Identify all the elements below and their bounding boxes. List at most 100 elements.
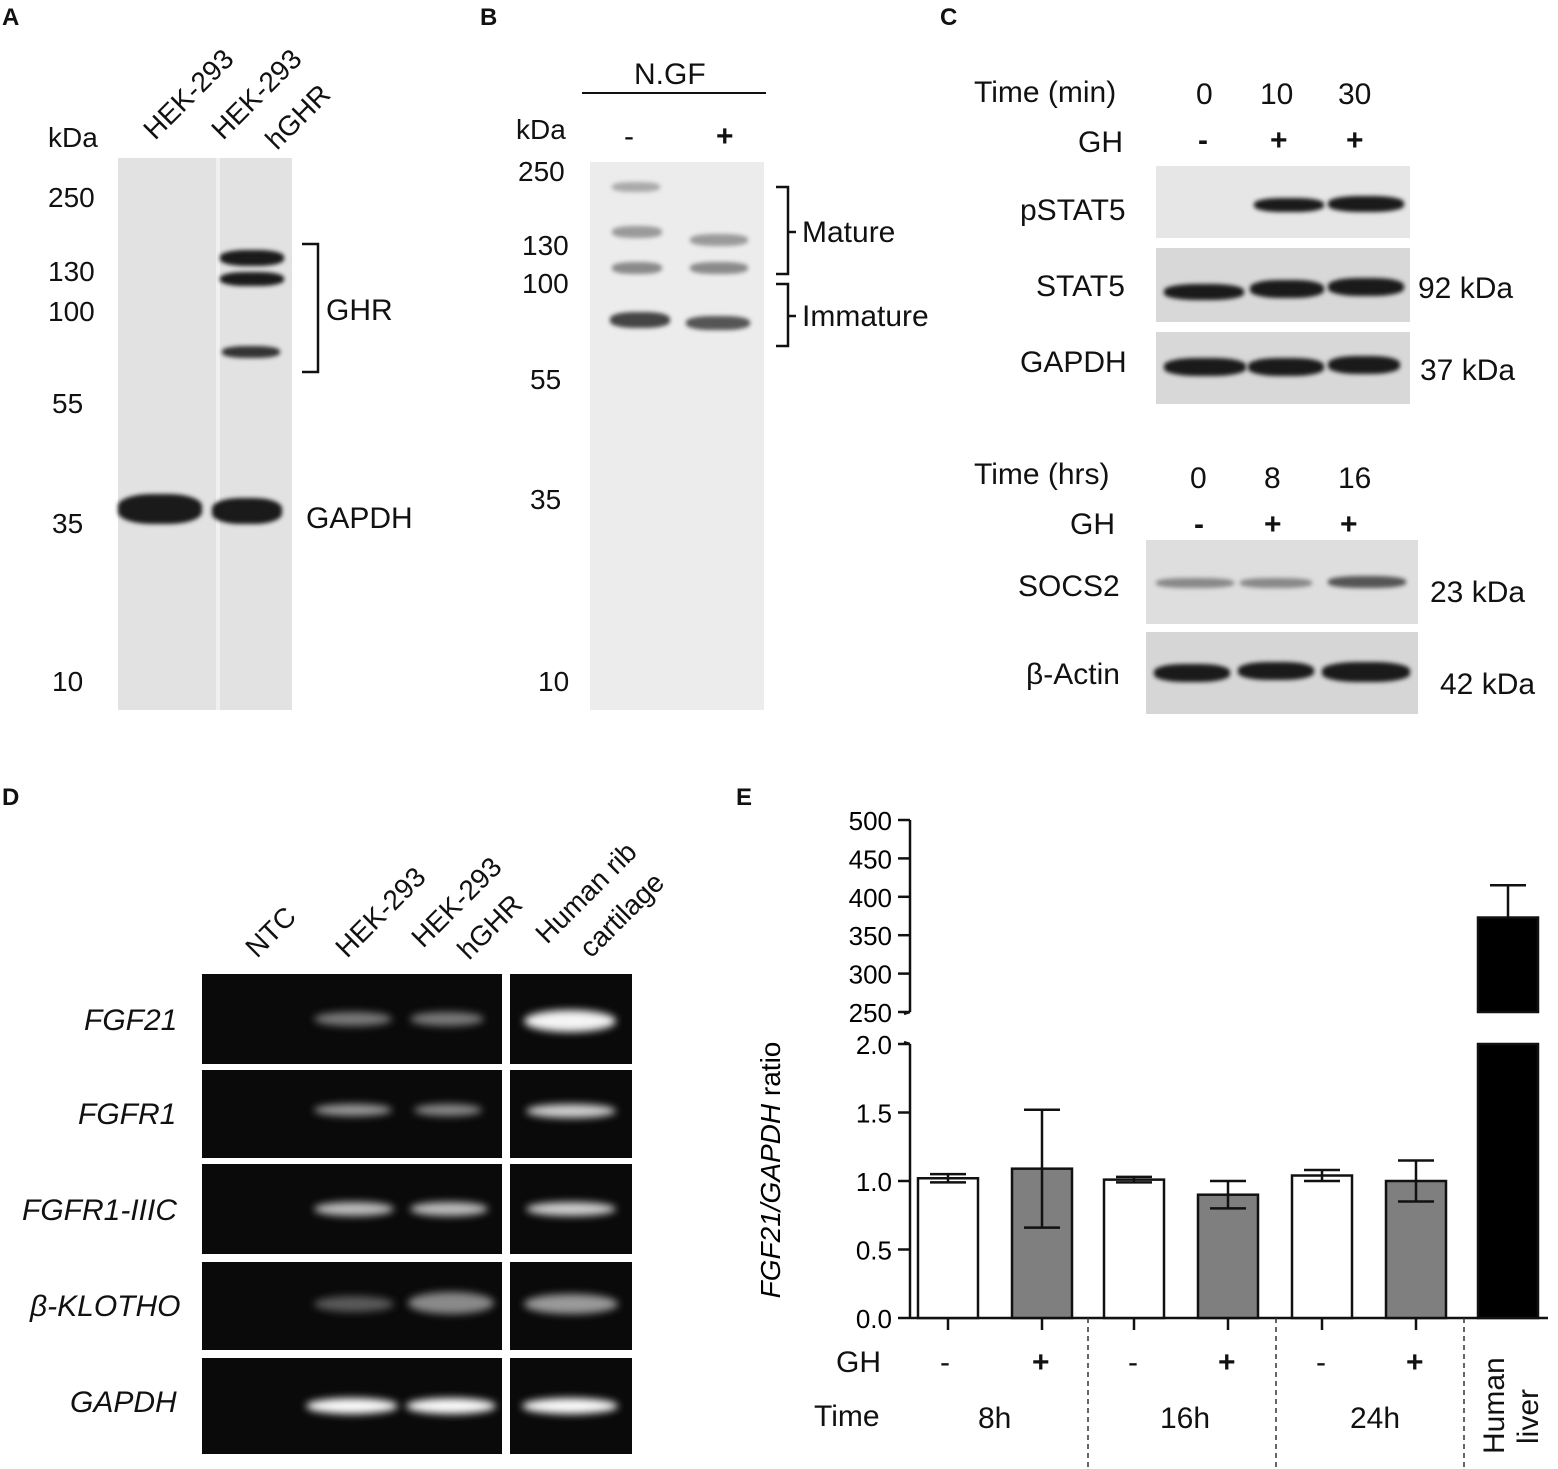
bar [1196,1193,1260,1320]
panel-label-d: D [2,784,20,811]
gel-fgfr1-left [202,1070,502,1158]
ghr-bracket [302,242,320,374]
gh-sign: + [1218,1346,1236,1379]
lane-sign: + [716,120,734,153]
y-axis-title-italic: FGF21/GAPDH [755,1103,786,1298]
bar [1102,1178,1166,1320]
panel-label-b: B [480,4,498,31]
gapdh-label: GAPDH [306,502,413,535]
time-value: 10 [1260,78,1294,111]
gel-fgfr1-iiic-left [202,1164,502,1254]
marker-label: 100 [522,268,569,299]
gh-sign: - [1128,1346,1138,1379]
blot-beta-actin [1146,632,1418,714]
gel-fgfr1-iiic-right [510,1164,632,1254]
gel-klotho-right [510,1262,632,1350]
panel-label-a: A [2,4,20,31]
marker-label: 250 [518,156,565,187]
marker-label: 35 [530,484,562,515]
time-min-label: Time (min) [974,76,1117,109]
gh-sign: - [1194,508,1204,541]
y-tick-label: 250 [849,998,892,1028]
y-axis-title-rest: ratio [755,1042,786,1104]
y-tick-label: 350 [849,921,892,951]
bar [1476,1042,1540,1320]
lane-label: NTC [239,900,302,964]
gh-sign: + [1340,508,1358,541]
gh-sign: + [1406,1346,1424,1379]
size-label: 23 kDa [1430,576,1526,609]
gh-sign: - [1198,124,1208,157]
marker-label: 55 [52,388,84,419]
gh-sign: + [1346,124,1364,157]
gel-fgfr1-right [510,1070,632,1158]
size-label: 92 kDa [1418,272,1514,305]
gh-label: GH [1070,508,1115,541]
gh-sign: - [940,1346,950,1379]
gel-klotho-left [202,1262,502,1350]
gene-label: β-KLOTHO [30,1290,181,1323]
mature-label: Mature [802,216,896,249]
y-tick-label: 1.5 [856,1099,892,1129]
time-hrs-label: Time (hrs) [974,458,1110,491]
y-tick-label: 0.0 [856,1304,892,1334]
y-tick-label: 300 [849,960,892,990]
lane-sign: - [624,120,634,153]
gh-label: GH [1078,126,1123,159]
row-label: STAT5 [1036,270,1125,303]
western-blot-a [118,158,292,710]
lane-label: HEK-293 [329,861,432,964]
liver-label: Human [1478,1357,1511,1454]
bar [916,1177,980,1320]
gene-label: FGFR1 [78,1098,177,1131]
y-tick-label: 450 [849,844,892,874]
time-value: 0 [1196,78,1213,111]
time-group-label: 24h [1350,1402,1401,1435]
marker-label: 130 [48,256,95,287]
blot-stat5 [1156,248,1410,322]
row-label: pSTAT5 [1020,194,1126,227]
panel-label-c: C [940,4,958,31]
blot-socs2 [1146,540,1418,624]
ghr-label: GHR [326,294,393,327]
y-tick-label: 1.0 [856,1167,892,1197]
gene-label: FGF21 [84,1004,178,1037]
time-group-label: 8h [978,1402,1012,1435]
gel-gapdh-left [202,1358,502,1454]
time-value: 0 [1190,462,1207,495]
gel-fgf21-left [202,974,502,1064]
gene-label: FGFR1-IIIC [22,1194,177,1227]
size-label: 42 kDa [1440,668,1536,701]
time-value: 8 [1264,462,1281,495]
gh-sign: - [1316,1346,1326,1379]
gel-gapdh-right [510,1358,632,1454]
marker-label: 10 [538,666,570,697]
header-line [582,92,766,94]
y-axis-title: FGF21/GAPDH ratio [755,1042,786,1299]
marker-label: 10 [52,666,84,697]
bar [1476,916,1540,1014]
gh-sign: + [1270,124,1288,157]
bar [1290,1174,1354,1320]
blot-pstat5 [1156,166,1410,238]
time-value: 30 [1338,78,1372,111]
gh-sign: + [1032,1346,1050,1379]
panel-label-e: E [736,784,753,811]
immature-label: Immature [802,300,929,333]
marker-label: 130 [522,230,569,261]
western-blot-b [590,162,764,710]
gene-label: GAPDH [70,1386,177,1419]
marker-label: 250 [48,182,95,213]
y-tick-label: 500 [849,806,892,836]
y-tick-label: 0.5 [856,1236,892,1266]
row-label: GAPDH [1020,346,1127,379]
marker-label: 35 [52,508,84,539]
row-label: β-Actin [1026,658,1120,691]
liver-label: liver [1512,1388,1545,1444]
gel-fgf21-right [510,974,632,1064]
ngf-header: N.GF [634,58,706,91]
blot-gapdh [1156,332,1410,404]
time-value: 16 [1338,462,1372,495]
size-label: 37 kDa [1420,354,1516,387]
